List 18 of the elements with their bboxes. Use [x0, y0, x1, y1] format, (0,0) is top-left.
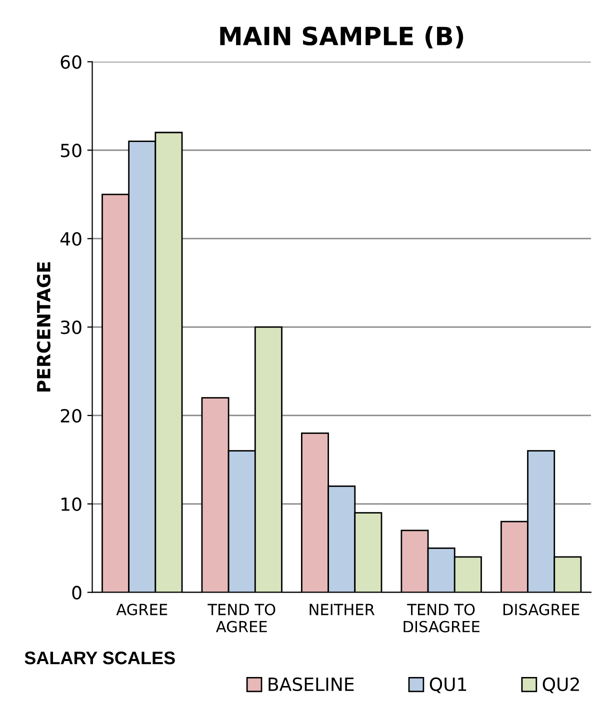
x-tick-label: AGREE: [116, 604, 168, 616]
y-tick-label: 0: [72, 586, 82, 600]
y-tick-label: 50: [60, 144, 82, 158]
y-tick-label: 60: [60, 55, 82, 69]
y-tick-label: 20: [60, 408, 82, 423]
x-tick-label: TEND TO DISAGREE: [404, 604, 480, 632]
legend-label: QU2: [542, 677, 579, 694]
legend-label: QU1: [430, 677, 466, 694]
y-tick-label: 10: [62, 497, 82, 512]
x-tick-label: NEITHER: [310, 604, 374, 616]
legend-label: BASELINE: [268, 677, 354, 692]
x-tick-label: DISAGREE: [503, 604, 580, 616]
x-axis-title: SALARY SCALES: [24, 652, 175, 664]
y-tick-label: 40: [60, 232, 82, 246]
chart-title: MAIN SAMPLE (B): [220, 26, 464, 48]
x-tick-label: TEND TO AGREE: [208, 604, 276, 632]
y-axis-title: PERCENTAGE: [36, 262, 51, 392]
y-tick-label: 30: [60, 320, 82, 334]
